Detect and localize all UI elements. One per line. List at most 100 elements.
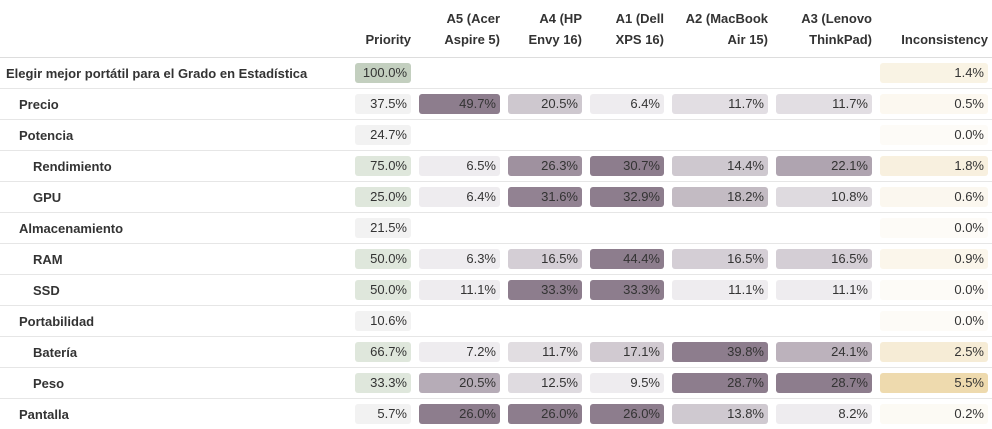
alternative-value: 39.8% (672, 342, 768, 362)
criterion-label: Rendimiento (0, 159, 112, 174)
criterion-label: Almacenamiento (0, 221, 123, 236)
criterion-cell: SSD (0, 275, 351, 306)
alternative-cell (586, 306, 668, 337)
alternative-cell (772, 213, 876, 244)
alternative-cell: 33.3% (586, 275, 668, 306)
priority-value: 10.6% (355, 311, 411, 331)
header-inconsistency[interactable]: Inconsistency (876, 0, 992, 58)
alternative-value: 20.5% (419, 373, 500, 393)
inconsistency-cell: 2.5% (876, 337, 992, 368)
alternative-cell: 49.7% (415, 89, 504, 120)
priority-value: 24.7% (355, 125, 411, 145)
inconsistency-value: 0.9% (880, 249, 988, 269)
alternative-value: 18.2% (672, 187, 768, 207)
criterion-label: RAM (0, 252, 63, 267)
criterion-cell: Potencia (0, 120, 351, 151)
inconsistency-value: 0.2% (880, 404, 988, 424)
alternative-value: 6.3% (419, 249, 500, 269)
alternative-cell: 14.4% (668, 151, 772, 182)
inconsistency-value: 0.6% (880, 187, 988, 207)
criterion-label: Peso (0, 376, 64, 391)
alternative-cell (668, 58, 772, 89)
criterion-cell: Rendimiento (0, 151, 351, 182)
alternative-value: 49.7% (419, 94, 500, 114)
alternative-value: 11.7% (508, 342, 582, 362)
alternative-value: 30.7% (590, 156, 664, 176)
alternative-cell (586, 213, 668, 244)
alternative-cell (772, 58, 876, 89)
priority-cell: 25.0% (351, 182, 415, 213)
alternative-value: 11.1% (672, 280, 768, 300)
criterion-label: SSD (0, 283, 60, 298)
alternative-value: 6.4% (419, 187, 500, 207)
header-alternative-a2[interactable]: A2 (MacBook Air 15) (668, 0, 772, 58)
inconsistency-value: 2.5% (880, 342, 988, 362)
table-row[interactable]: Elegir mejor portátil para el Grado en E… (0, 58, 992, 89)
alternative-cell: 16.5% (772, 244, 876, 275)
alternative-value: 26.0% (419, 404, 500, 424)
alternative-cell: 26.0% (504, 399, 586, 429)
criterion-cell: Pantalla (0, 399, 351, 429)
header-alternative-a1[interactable]: A1 (Dell XPS 16) (586, 0, 668, 58)
criterion-label: Portabilidad (0, 314, 94, 329)
alternative-cell: 9.5% (586, 368, 668, 399)
alternative-cell (772, 306, 876, 337)
inconsistency-value: 0.0% (880, 218, 988, 238)
alternative-value: 16.5% (776, 249, 872, 269)
alternative-cell (668, 120, 772, 151)
alternative-cell (415, 306, 504, 337)
criterion-label: Potencia (0, 128, 73, 143)
inconsistency-value: 1.8% (880, 156, 988, 176)
header-alternative-a5[interactable]: A5 (Acer Aspire 5) (415, 0, 504, 58)
alternative-cell: 10.8% (772, 182, 876, 213)
table-row[interactable]: Potencia 24.7% 0.0% (0, 120, 992, 151)
alternative-cell: 26.3% (504, 151, 586, 182)
priority-value: 25.0% (355, 187, 411, 207)
alternative-value: 16.5% (508, 249, 582, 269)
header-alternative-a4[interactable]: A4 (HP Envy 16) (504, 0, 586, 58)
alternative-cell: 11.1% (772, 275, 876, 306)
header-priority[interactable]: Priority (351, 0, 415, 58)
inconsistency-value: 0.0% (880, 125, 988, 145)
inconsistency-cell: 0.6% (876, 182, 992, 213)
criterion-label: Elegir mejor portátil para el Grado en E… (0, 66, 307, 81)
priority-cell: 37.5% (351, 89, 415, 120)
alternative-value: 26.0% (508, 404, 582, 424)
alternative-cell: 20.5% (415, 368, 504, 399)
alternative-value: 26.0% (590, 404, 664, 424)
alternative-value: 12.5% (508, 373, 582, 393)
alternative-value: 31.6% (508, 187, 582, 207)
alternative-cell (668, 213, 772, 244)
alternative-cell (504, 306, 586, 337)
alternative-cell: 30.7% (586, 151, 668, 182)
alternative-cell: 22.1% (772, 151, 876, 182)
alternative-cell: 6.4% (415, 182, 504, 213)
priority-cell: 24.7% (351, 120, 415, 151)
alternative-cell: 31.6% (504, 182, 586, 213)
alternative-cell: 11.1% (415, 275, 504, 306)
alternative-value: 11.1% (776, 280, 872, 300)
criterion-cell: Precio (0, 89, 351, 120)
alternative-cell: 11.7% (668, 89, 772, 120)
alternative-value: 28.7% (776, 373, 872, 393)
criterion-cell: GPU (0, 182, 351, 213)
header-alternative-a3[interactable]: A3 (Lenovo ThinkPad) (772, 0, 876, 58)
alternative-cell: 32.9% (586, 182, 668, 213)
inconsistency-cell: 0.0% (876, 275, 992, 306)
alternative-value: 11.7% (776, 94, 872, 114)
alternative-value: 26.3% (508, 156, 582, 176)
alternative-value: 14.4% (672, 156, 768, 176)
priority-cell: 100.0% (351, 58, 415, 89)
alternative-value: 33.3% (508, 280, 582, 300)
